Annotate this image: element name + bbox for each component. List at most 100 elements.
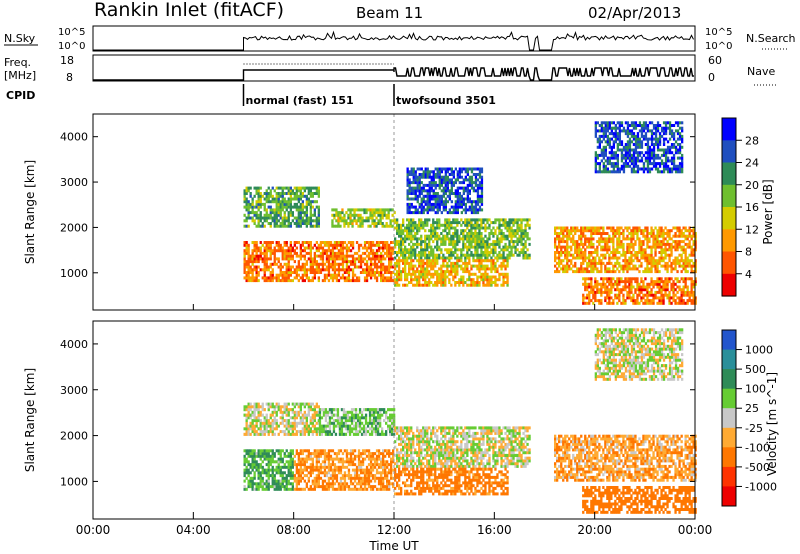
echo-cell [281,276,284,280]
echo-cell [668,148,672,152]
echo-cell [462,278,465,282]
echo-cell [315,219,318,223]
echo-cell [664,248,667,252]
echo-cell [297,186,300,190]
echo-cell [351,213,354,217]
echo-cell [351,222,354,225]
echo-cell [426,275,429,279]
echo-cell [672,226,675,230]
echo-cell [273,474,276,478]
echo-cell [686,234,689,238]
echo-cell [498,223,501,227]
echo-cell [626,242,629,246]
echo-cell [269,276,272,280]
echo-cell [404,234,407,238]
echo-cell [245,460,248,464]
echo-cell [684,237,687,241]
echo-cell [245,265,248,269]
echo-cell [688,253,691,257]
echo-cell [580,270,583,274]
echo-cell [602,134,605,138]
echo-cell [331,249,335,253]
echo-cell [404,264,407,268]
echo-cell [684,270,687,274]
echo-cell [263,262,266,266]
echo-cell [484,272,487,276]
echo-cell [484,267,487,271]
echo-cell [670,282,673,286]
echo-cell [341,257,345,261]
echo-cell [628,159,632,163]
echo-cell [618,140,621,144]
echo-cell [610,151,613,155]
echo-cell [566,261,569,265]
echo-cell [450,170,453,174]
echo-cell [656,282,659,286]
echo-cell [478,270,481,274]
echo-cell [414,234,417,238]
echo-cell [652,145,656,149]
echo-cell [614,140,617,144]
echo-cell [438,178,441,182]
echo-cell [255,211,258,215]
echo-cell [450,167,453,171]
echo-cell [470,272,473,276]
echo-cell [646,162,650,166]
echo-cell [610,145,613,149]
echo-cell [412,242,415,246]
echo-cell [315,222,318,225]
echo-cell [371,273,375,277]
echo-cell [339,268,343,272]
echo-cell [444,281,447,284]
echo-cell [566,240,569,244]
echo-cell [676,248,679,252]
echo-cell [412,218,415,222]
echo-cell [418,275,421,279]
echo-cell [428,283,431,287]
echo-cell [474,253,477,257]
echo-cell [267,205,270,209]
echo-cell [630,290,633,294]
echo-cell [440,183,443,187]
echo-cell [582,229,585,233]
echo-cell [688,290,691,294]
echo-cell [462,167,465,171]
echo-cell [436,223,439,227]
echo-cell [317,213,320,217]
echo-cell [422,208,425,212]
echo-cell [600,253,603,257]
echo-cell [482,218,485,222]
echo-cell [680,253,683,257]
echo-cell [464,170,467,174]
echo-cell [644,277,647,281]
echo-cell [592,301,595,305]
echo-cell [444,272,447,276]
echo-cell [486,237,489,241]
echo-cell [365,268,369,272]
echo-cell [387,224,390,228]
echo-cell [462,221,465,225]
echo-cell [638,282,641,286]
echo-cell [646,143,650,146]
echo-cell [408,221,411,225]
echo-cell [243,265,246,269]
echo-cell [432,272,435,276]
echo-cell [440,202,443,206]
echo-cell [418,270,421,274]
echo-cell [265,487,268,491]
echo-cell [470,245,473,249]
echo-cell [323,262,327,266]
echo-cell [556,234,559,238]
echo-cell [662,126,666,130]
echo-cell [267,454,270,458]
echo-cell [592,242,595,246]
echo-cell [315,216,318,220]
echo-cell [672,137,676,141]
echo-cell [444,237,447,241]
echo-cell [502,275,505,279]
echo-cell [626,126,630,130]
echo-cell [297,268,300,272]
echo-cell [618,126,621,130]
echo-cell [410,211,413,215]
echo-cell [480,278,483,282]
